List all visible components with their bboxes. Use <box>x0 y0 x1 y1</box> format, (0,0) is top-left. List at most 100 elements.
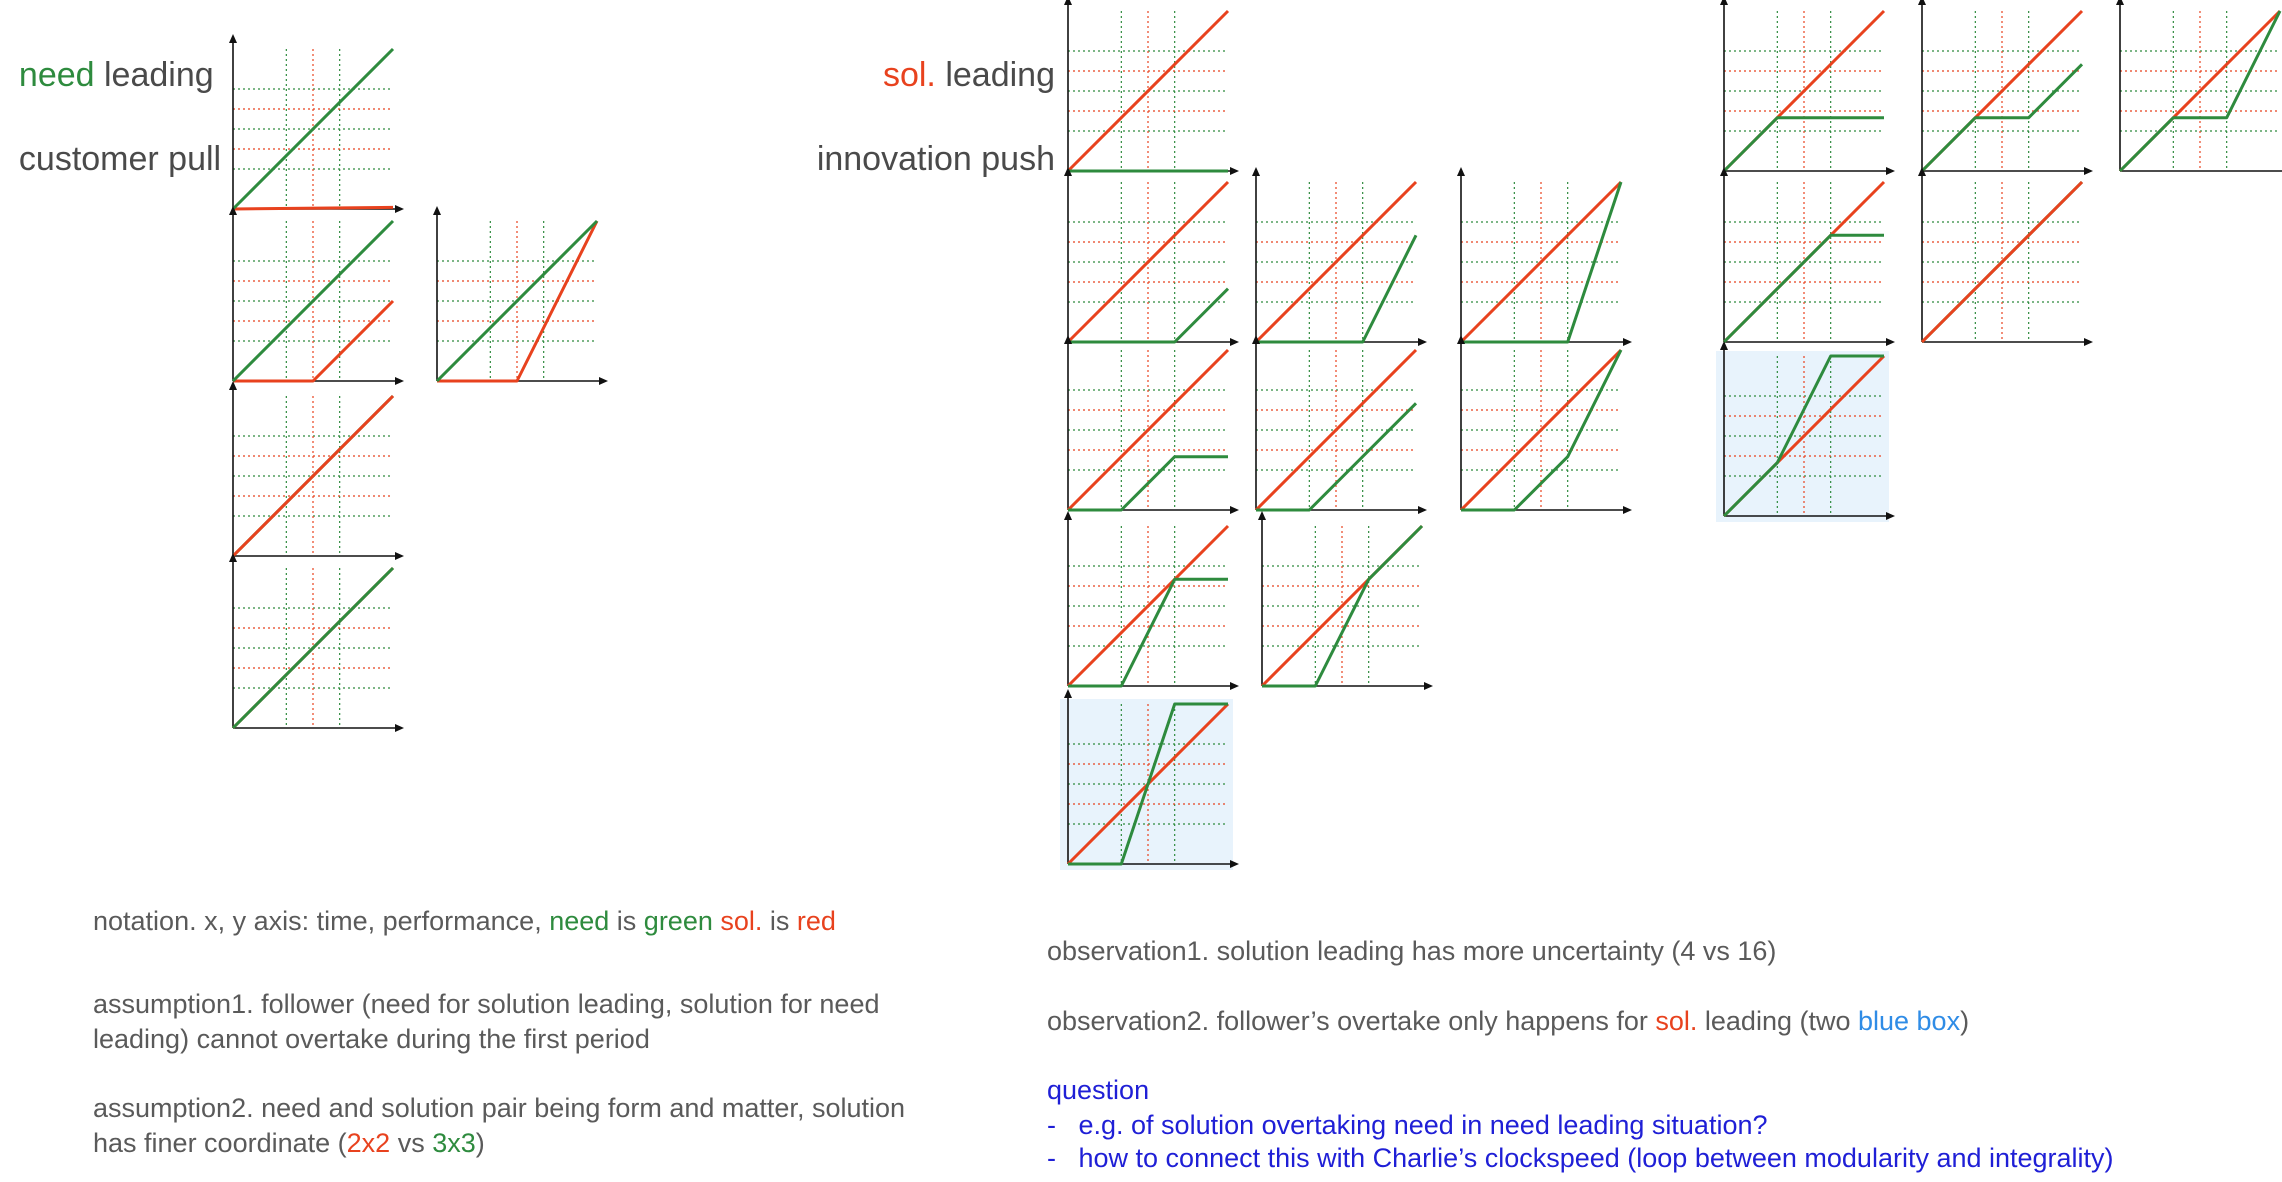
red-line <box>437 220 599 383</box>
assumption2-text: assumption2. need and solution pair bein… <box>93 1091 905 1161</box>
y-axis-arrow <box>229 206 237 215</box>
red-line <box>1066 9 1230 173</box>
plot-s3 <box>1252 167 1427 346</box>
x-axis-arrow <box>599 377 608 385</box>
plot-n1 <box>229 34 404 213</box>
assumption1-text: assumption1. follower (need for solution… <box>93 987 879 1057</box>
notation-red: red <box>796 906 836 936</box>
heading-need-word: need <box>18 56 95 94</box>
green-line <box>1920 63 2084 173</box>
plot-s1 <box>1064 0 1239 175</box>
green-line <box>1068 455 1228 512</box>
question-item-2: - how to connect this with Charlie’s clo… <box>1047 1142 2114 1175</box>
y-axis-arrow <box>1457 335 1465 344</box>
x-axis-arrow <box>1230 167 1239 175</box>
y-axis-arrow <box>1064 167 1072 176</box>
heading-sol-rest: leading <box>935 56 1055 94</box>
red-line <box>1066 180 1230 344</box>
plot-s15 <box>1918 167 2093 346</box>
notation-text: notation. x, y axis: time, performance, … <box>93 904 836 939</box>
red-line <box>1920 180 2084 344</box>
plot-s5 <box>1064 335 1239 514</box>
assumption2-suffix: ) <box>475 1128 485 1158</box>
green-line <box>1722 354 1884 518</box>
observation2-suffix: ) <box>1960 1006 1970 1036</box>
plot-s7 <box>1457 335 1632 514</box>
plot-s12 <box>1918 0 2093 175</box>
green-line <box>1068 577 1228 688</box>
plot-s2 <box>1064 167 1239 346</box>
heading-need-rest: leading <box>94 56 214 94</box>
question-item-1: - e.g. of solution overtaking need in ne… <box>1047 1109 1768 1142</box>
assumption2-line2-prefix: has finer coordinate ( <box>93 1128 347 1158</box>
y-axis-arrow <box>1064 0 1072 5</box>
plot-n5 <box>229 553 404 732</box>
green-line <box>1461 181 1623 344</box>
question-dash-2: - <box>1047 1143 1079 1173</box>
x-axis-arrow <box>395 377 404 385</box>
heading-sol-line2: innovation push <box>816 140 1055 178</box>
red-line <box>1254 180 1418 344</box>
observation1-text: observation1. solution leading has more … <box>1047 936 1777 966</box>
x-axis-arrow <box>1623 338 1632 346</box>
question-item-1-text: e.g. of solution overtaking need in need… <box>1078 1110 1768 1140</box>
notation-is-1: is <box>609 906 644 936</box>
red-line <box>1254 348 1418 512</box>
green-line <box>1068 287 1230 344</box>
x-axis-arrow <box>395 724 404 732</box>
x-axis-arrow <box>1230 338 1239 346</box>
y-axis-arrow <box>1720 341 1728 350</box>
plot-n4 <box>229 381 404 560</box>
heading-sol-leading: sol. leading innovation push <box>790 12 1055 180</box>
x-axis-arrow <box>1424 682 1433 690</box>
plot-s10 <box>1060 689 1239 870</box>
red-line <box>231 394 395 558</box>
observation2-mid: leading (two <box>1697 1006 1858 1036</box>
plot-s6 <box>1252 335 1427 514</box>
plot-s16 <box>1716 341 1895 522</box>
y-axis-arrow <box>1258 511 1266 520</box>
assumption2-green: 3x3 <box>432 1128 476 1158</box>
y-axis-arrow <box>1918 167 1926 176</box>
green-line <box>435 219 599 383</box>
observation2-blue: blue box <box>1857 1006 1961 1036</box>
observation2-text: observation2. follower’s overtake only h… <box>1047 1004 1969 1039</box>
y-axis-arrow <box>1720 0 1728 5</box>
x-axis-arrow <box>1418 338 1427 346</box>
red-line <box>233 299 395 383</box>
notation-prefix: notation. x, y axis: time, performance, <box>93 906 550 936</box>
notation-sol: sol. <box>720 906 763 936</box>
y-axis-arrow <box>229 553 237 562</box>
red-line <box>1459 348 1623 512</box>
assumption2-line1: assumption2. need and solution pair bein… <box>93 1093 906 1123</box>
y-axis-arrow <box>1252 335 1260 344</box>
red-line <box>232 205 394 211</box>
assumption2-vs: vs <box>390 1128 433 1158</box>
x-axis-arrow <box>1230 860 1239 868</box>
green-line <box>1256 402 1418 512</box>
y-axis-arrow <box>1720 167 1728 176</box>
x-axis-arrow <box>2084 338 2093 346</box>
x-axis-arrow <box>1886 167 1895 175</box>
y-axis-arrow <box>1457 167 1465 176</box>
green-line <box>231 47 395 211</box>
plot-n3 <box>433 206 608 385</box>
y-axis-arrow <box>229 381 237 390</box>
observation2-prefix: observation2. follower’s overtake only h… <box>1047 1006 1656 1036</box>
red-line <box>1459 180 1623 344</box>
green-line <box>1068 702 1228 866</box>
green-line <box>1722 116 1884 173</box>
plot-s9 <box>1258 511 1433 690</box>
question-item-2-text: how to connect this with Charlie’s clock… <box>1078 1143 2114 1173</box>
x-axis-arrow <box>1230 506 1239 514</box>
plot-s13 <box>2116 0 2282 173</box>
y-axis-arrow <box>229 34 237 43</box>
x-axis-arrow <box>1418 506 1427 514</box>
assumption1-line1: assumption1. follower (need for solution… <box>93 989 880 1019</box>
heading-need-leading: need leading customer pull <box>0 12 221 180</box>
red-line <box>1066 348 1230 512</box>
assumption2-red: 2x2 <box>346 1128 391 1158</box>
plot-s8 <box>1064 511 1239 690</box>
x-axis-arrow <box>1886 338 1895 346</box>
